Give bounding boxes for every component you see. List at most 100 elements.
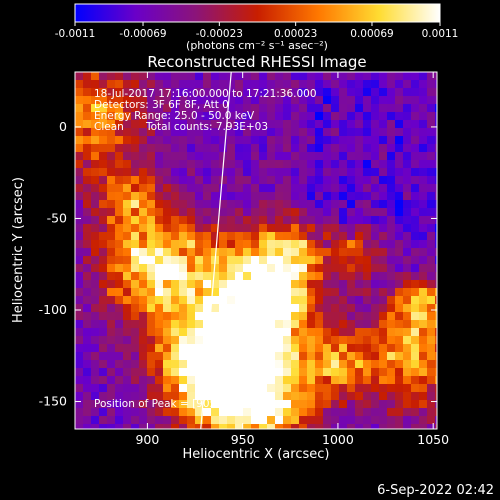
heatmap-cell: [371, 360, 380, 369]
heatmap-cell: [147, 144, 156, 153]
heatmap-cell: [315, 168, 324, 177]
heatmap-cell: [219, 144, 228, 153]
heatmap-cell: [347, 344, 356, 353]
heatmap-cell: [411, 208, 420, 217]
heatmap-cell: [307, 184, 316, 193]
heatmap-cell: [91, 352, 100, 361]
heatmap-cell: [419, 392, 428, 401]
heatmap-cell: [75, 336, 84, 345]
heatmap-cell: [195, 296, 204, 305]
heatmap-cell: [259, 304, 268, 313]
heatmap-cell: [187, 368, 196, 377]
heatmap-cell: [419, 200, 428, 209]
heatmap-cell: [291, 152, 300, 161]
heatmap-cell: [179, 280, 188, 289]
heatmap-cell: [379, 264, 388, 273]
heatmap-cell: [387, 240, 396, 249]
heatmap-cell: [403, 120, 412, 129]
heatmap-cell: [275, 200, 284, 209]
heatmap-cell: [251, 248, 260, 257]
heatmap-cell: [411, 408, 420, 417]
heatmap-cell: [243, 128, 252, 137]
heatmap-cell: [179, 376, 188, 385]
heatmap-cell: [163, 152, 172, 161]
heatmap-cell: [75, 384, 84, 393]
heatmap-cell: [291, 248, 300, 257]
heatmap-cell: [171, 360, 180, 369]
heatmap-cell: [235, 72, 244, 81]
heatmap-cell: [195, 216, 204, 225]
heatmap-cell: [339, 176, 348, 185]
heatmap-cell: [219, 136, 228, 145]
heatmap-cell: [315, 160, 324, 169]
heatmap-cell: [307, 248, 316, 257]
heatmap-cell: [211, 344, 220, 353]
heatmap-cell: [291, 280, 300, 289]
heatmap-cell: [99, 376, 108, 385]
heatmap-cell: [235, 408, 244, 417]
heatmap-cell: [379, 400, 388, 409]
heatmap-cell: [179, 320, 188, 329]
heatmap-cell: [267, 152, 276, 161]
heatmap-cell: [411, 248, 420, 257]
heatmap-cell: [163, 136, 172, 145]
heatmap-cell: [283, 400, 292, 409]
heatmap-cell: [283, 216, 292, 225]
heatmap-cell: [339, 352, 348, 361]
heatmap-cell: [155, 136, 164, 145]
heatmap-cell: [403, 264, 412, 273]
heatmap-cell: [107, 344, 116, 353]
heatmap-cell: [395, 256, 404, 265]
heatmap-cell: [323, 192, 332, 201]
heatmap-cell: [195, 208, 204, 217]
heatmap-cell: [267, 80, 276, 89]
heatmap-cell: [259, 216, 268, 225]
heatmap-cell: [163, 96, 172, 105]
heatmap-cell: [91, 296, 100, 305]
heatmap-cell: [251, 352, 260, 361]
heatmap-cell: [107, 256, 116, 265]
heatmap-cell: [131, 328, 140, 337]
heatmap-cell: [427, 176, 436, 185]
heatmap-cell: [339, 424, 348, 429]
heatmap-cell: [155, 368, 164, 377]
heatmap-cell: [163, 320, 172, 329]
heatmap-cell: [251, 112, 260, 121]
heatmap-cell: [179, 80, 188, 89]
heatmap-cell: [83, 384, 92, 393]
heatmap-cell: [139, 360, 148, 369]
heatmap-cell: [195, 136, 204, 145]
heatmap-cell: [427, 224, 436, 233]
heatmap-cell: [403, 272, 412, 281]
heatmap-cell: [315, 200, 324, 209]
heatmap-cell: [435, 424, 437, 429]
heatmap-cell: [179, 256, 188, 265]
heatmap-cell: [203, 208, 212, 217]
heatmap-cell: [395, 208, 404, 217]
heatmap-cell: [235, 344, 244, 353]
heatmap-cell: [131, 416, 140, 425]
heatmap-cell: [147, 296, 156, 305]
heatmap-cell: [227, 264, 236, 273]
heatmap-cell: [331, 280, 340, 289]
heatmap-cell: [371, 344, 380, 353]
heatmap-cell: [251, 216, 260, 225]
heatmap-cell: [187, 104, 196, 113]
heatmap-cell: [315, 320, 324, 329]
heatmap-cell: [315, 96, 324, 105]
heatmap-cell: [419, 264, 428, 273]
heatmap-cell: [299, 200, 308, 209]
heatmap-cell: [195, 304, 204, 313]
heatmap-cell: [123, 136, 132, 145]
heatmap-cell: [403, 224, 412, 233]
heatmap-cell: [411, 240, 420, 249]
heatmap-cell: [211, 416, 220, 425]
heatmap-cell: [163, 240, 172, 249]
heatmap-cell: [219, 216, 228, 225]
heatmap-cell: [131, 320, 140, 329]
heatmap-cell: [403, 192, 412, 201]
heatmap-cell: [339, 192, 348, 201]
heatmap-cell: [123, 168, 132, 177]
heatmap-cell: [323, 424, 332, 429]
heatmap-cell: [203, 272, 212, 281]
